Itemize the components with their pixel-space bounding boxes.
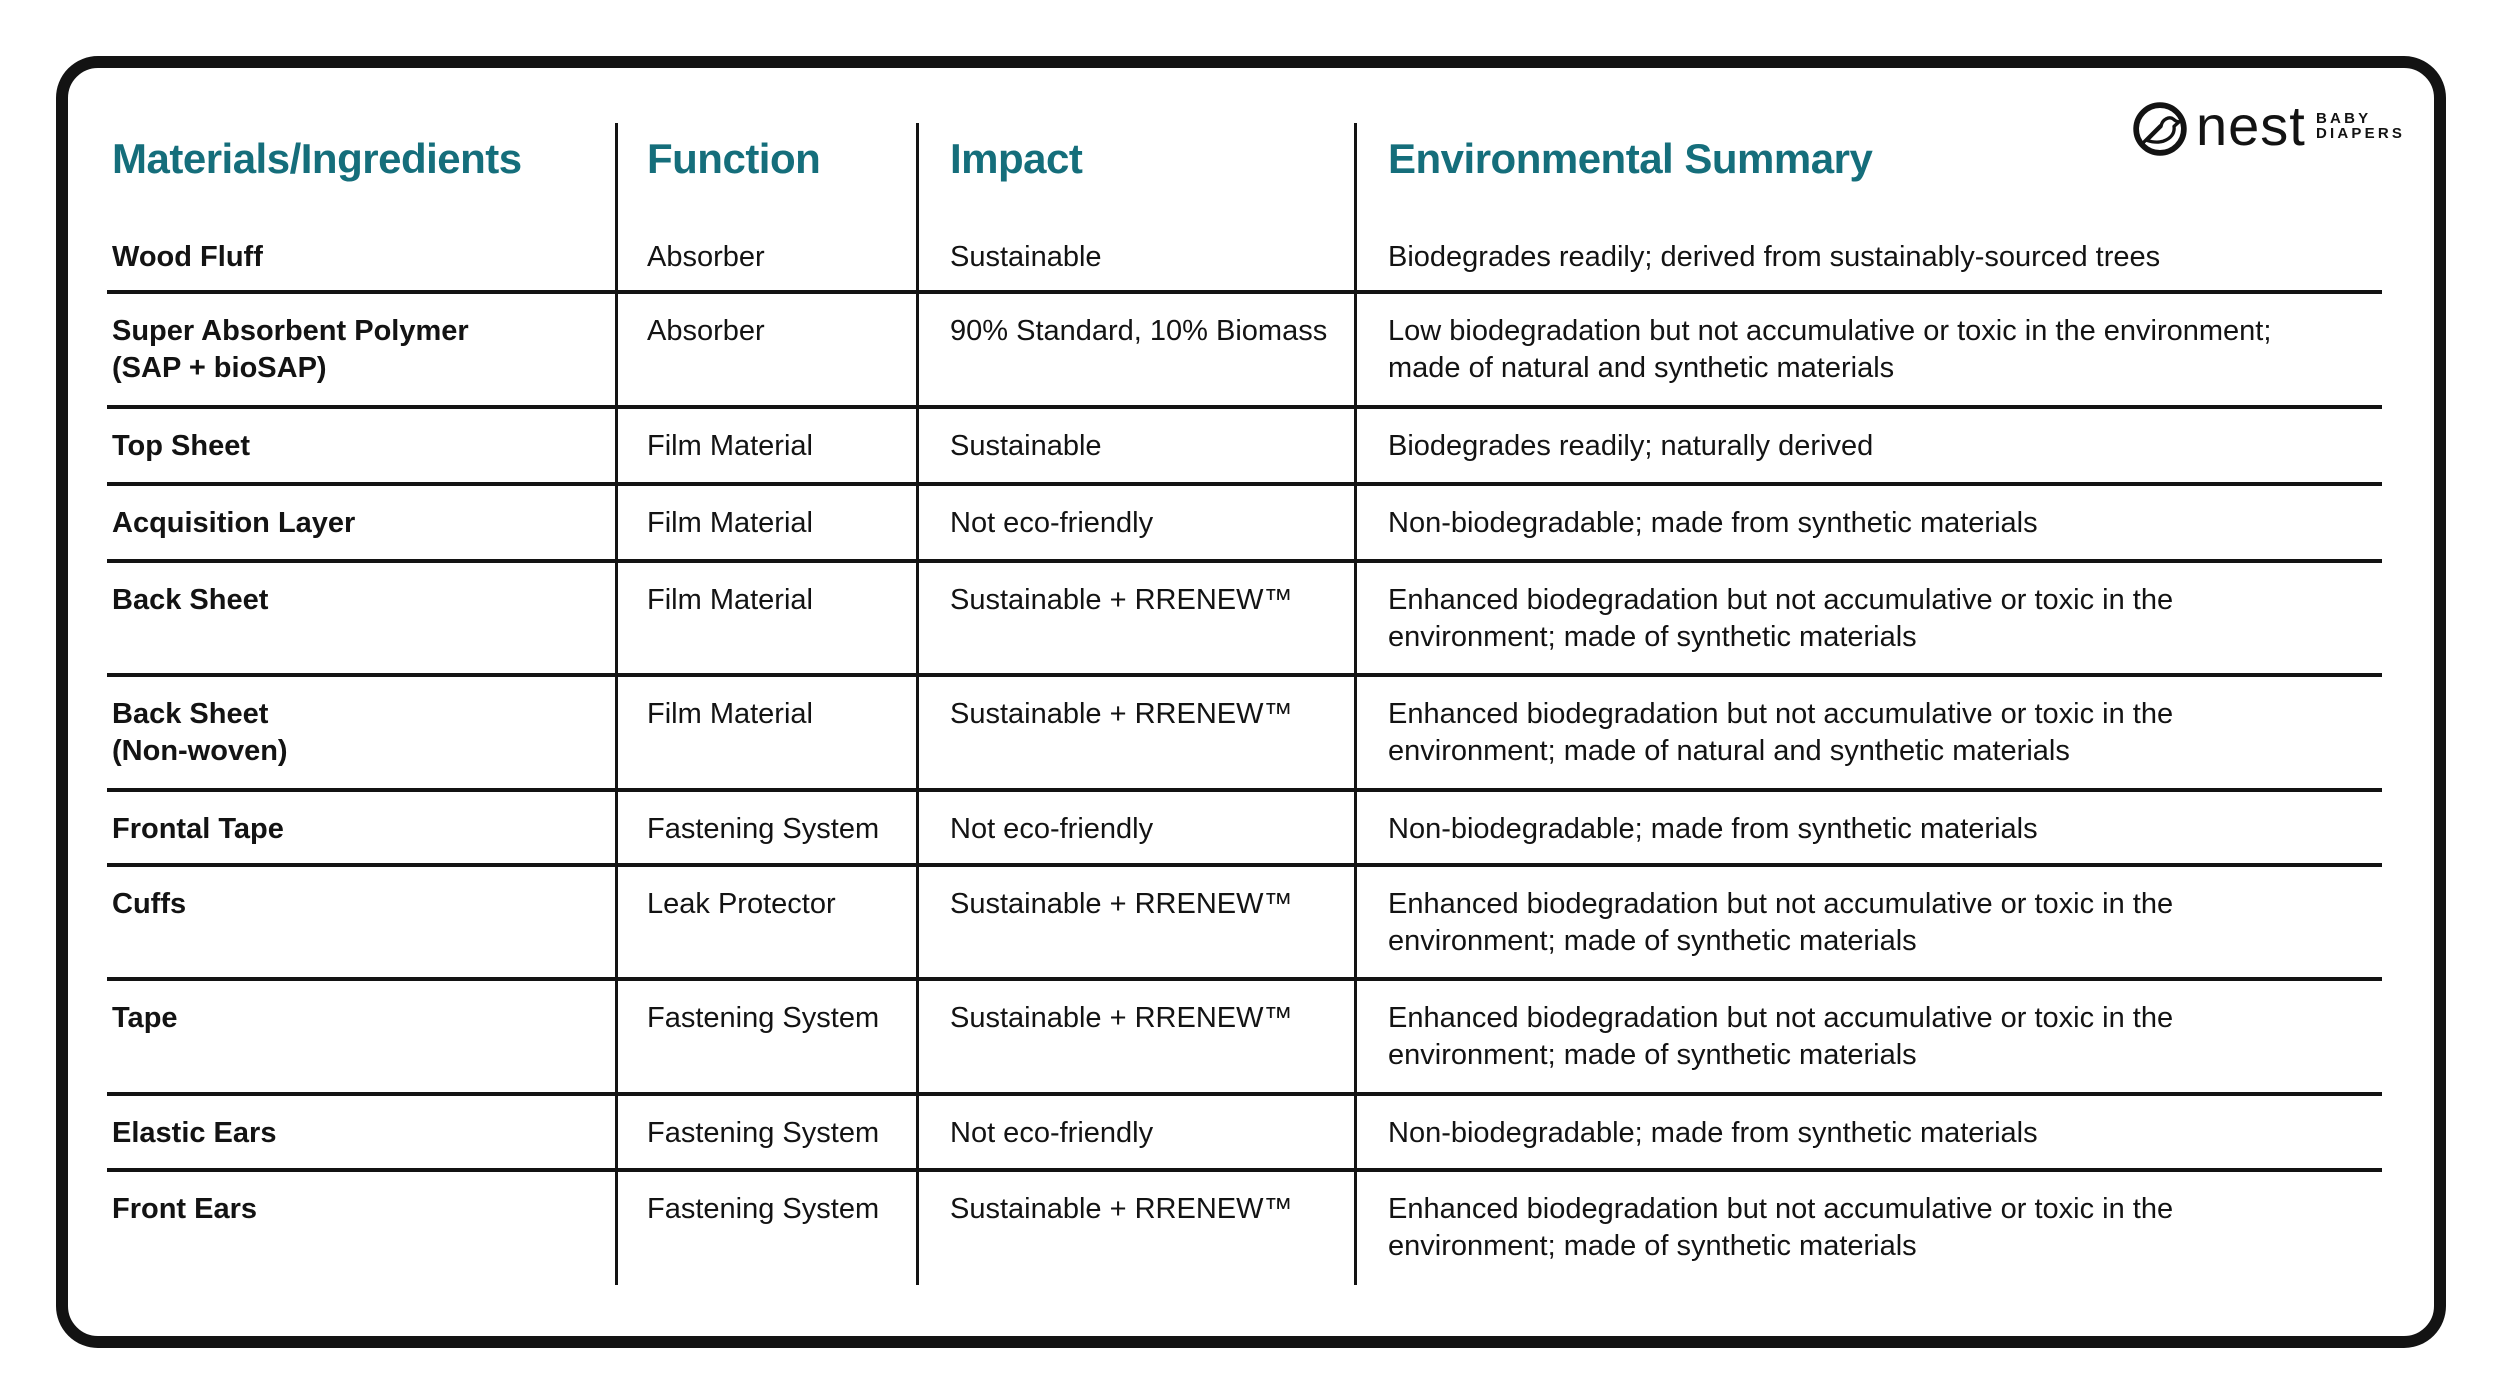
table-row-front-ears: Front Ears Fastening System Sustainable … [107,1172,2382,1285]
material-summary: Non-biodegradable; made from synthetic m… [1388,813,2038,845]
column-divider-1 [615,123,618,1285]
table-row-cuffs: Cuffs Leak Protector Sustainable + RRENE… [107,867,2382,981]
material-function: Leak Protector [647,888,836,920]
column-divider-3 [1354,123,1357,1285]
material-summary: Enhanced biodegradation but not accumula… [1388,584,2174,653]
material-function: Fastening System [647,1193,880,1225]
bird-in-circle-icon [2133,102,2187,156]
material-name: Back Sheet (Non-woven) [112,698,288,767]
material-function: Fastening System [647,1002,880,1034]
material-summary: Biodegrades readily; naturally derived [1388,430,1874,462]
material-summary: Enhanced biodegradation but not accumula… [1388,698,2174,767]
material-name: Wood Fluff [112,241,263,273]
table-row-super-absorbent-polymer: Super Absorbent Polymer (SAP + bioSAP) A… [107,294,2382,409]
material-name: Front Ears [112,1193,258,1225]
materials-table-card [56,56,2446,1348]
header-materials-ingredients: Materials/Ingredients [112,135,522,182]
material-function: Absorber [647,315,765,347]
material-impact: Sustainable [950,430,1102,462]
material-impact: Sustainable + RRENEW™ [950,698,1293,730]
material-function: Film Material [647,430,813,462]
material-name: Tape [112,1002,178,1034]
material-summary: Non-biodegradable; made from synthetic m… [1388,507,2038,539]
table-row-wood-fluff: Wood Fluff Absorber Sustainable Biodegra… [107,233,2382,294]
material-summary: Low biodegradation but not accumulative … [1388,315,2272,384]
material-name: Cuffs [112,888,187,920]
material-name: Super Absorbent Polymer (SAP + bioSAP) [112,315,469,384]
material-impact: Not eco-friendly [950,507,1154,539]
table-row-back-sheet-non-woven: Back Sheet (Non-woven) Film Material Sus… [107,677,2382,792]
material-summary: Enhanced biodegradation but not accumula… [1388,1193,2174,1262]
material-impact: Not eco-friendly [950,813,1154,845]
column-divider-2 [916,123,919,1285]
material-summary: Biodegrades readily; derived from sustai… [1388,241,2161,273]
material-function: Film Material [647,698,813,730]
material-summary: Non-biodegradable; made from synthetic m… [1388,1117,2038,1149]
table-row-frontal-tape: Frontal Tape Fastening System Not eco-fr… [107,792,2382,867]
brand-tagline: BABY DIAPERS [2316,111,2405,141]
material-function: Film Material [647,584,813,616]
header-environmental-summary: Environmental Summary [1388,135,1873,182]
table-header-row: Materials/Ingredients Function Impact En… [107,123,2382,233]
table-row-acquisition-layer: Acquisition Layer Film Material Not eco-… [107,486,2382,563]
material-impact: Sustainable + RRENEW™ [950,1002,1293,1034]
material-function: Fastening System [647,1117,880,1149]
brand-name: nest [2196,94,2306,157]
brand-tagline-line1: BABY [2316,110,2372,127]
materials-table: Materials/Ingredients Function Impact En… [107,123,2382,1285]
material-name: Elastic Ears [112,1117,277,1149]
material-summary: Enhanced biodegradation but not accumula… [1388,888,2174,957]
header-impact: Impact [950,135,1083,182]
brand-tagline-line2: DIAPERS [2316,125,2406,142]
table-row-top-sheet: Top Sheet Film Material Sustainable Biod… [107,409,2382,486]
material-function: Film Material [647,507,813,539]
material-impact: Not eco-friendly [950,1117,1154,1149]
table-row-tape: Tape Fastening System Sustainable + RREN… [107,981,2382,1096]
material-name: Top Sheet [112,430,251,462]
table-row-elastic-ears: Elastic Ears Fastening System Not eco-fr… [107,1096,2382,1172]
material-name: Acquisition Layer [112,507,356,539]
material-name: Back Sheet [112,584,269,616]
material-impact: Sustainable + RRENEW™ [950,1193,1293,1225]
material-impact: 90% Standard, 10% Biomass [950,315,1328,347]
material-function: Absorber [647,241,765,273]
table-row-back-sheet: Back Sheet Film Material Sustainable + R… [107,563,2382,677]
material-name: Frontal Tape [112,813,284,845]
material-impact: Sustainable [950,241,1102,273]
header-function: Function [647,135,821,182]
material-impact: Sustainable + RRENEW™ [950,584,1293,616]
material-function: Fastening System [647,813,880,845]
material-summary: Enhanced biodegradation but not accumula… [1388,1002,2174,1071]
material-impact: Sustainable + RRENEW™ [950,888,1293,920]
